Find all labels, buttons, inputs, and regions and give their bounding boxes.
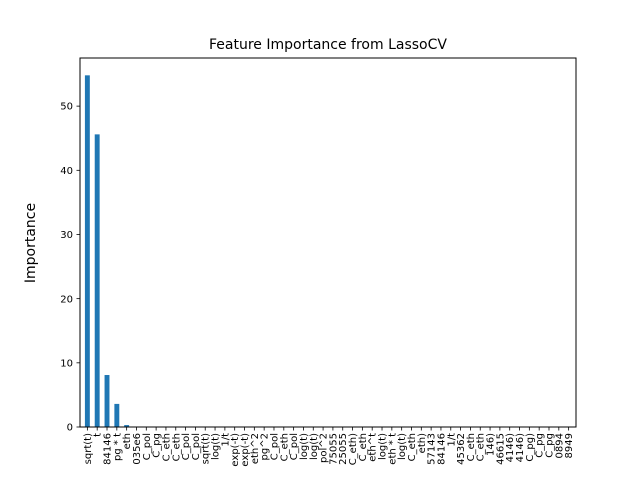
x-tick-label-2: 84146 xyxy=(103,433,114,465)
x-tick-label-35: 57143 xyxy=(427,433,438,465)
x-tick-label-29: eth^t xyxy=(368,433,379,462)
bar-1 xyxy=(94,134,100,427)
x-tick-label-42: 46615 xyxy=(495,433,506,465)
x-tick-label-13: log(t) xyxy=(211,433,222,460)
x-tick-label-37: 1/t xyxy=(446,433,457,447)
x-tick-label-41: 146) xyxy=(486,433,497,456)
x-tick-label-34: eth) xyxy=(417,433,428,453)
x-tick-label-31: eth * t xyxy=(387,433,398,465)
x-tick-label-39: C_eth xyxy=(466,433,477,461)
x-tick-label-47: C_pg xyxy=(544,433,555,458)
x-tick-label-46: C_pg xyxy=(535,433,546,458)
x-tick-label-30: log(t) xyxy=(378,433,389,460)
x-tick-label-18: pg^2 xyxy=(260,433,271,460)
x-tick-label-45: C_pg) xyxy=(525,433,536,462)
x-tick-label-44: 4146) xyxy=(515,433,526,462)
y-tick-label-5: 50 xyxy=(60,102,73,113)
x-tick-label-28: C_eth xyxy=(358,433,369,461)
bars-group xyxy=(84,75,139,427)
x-tick-label-32: log(t) xyxy=(397,433,408,460)
x-tick-label-43: 4146) xyxy=(505,433,516,462)
y-axis-label: Importance xyxy=(23,203,39,283)
x-tick-label-21: C_pol xyxy=(289,433,300,460)
bar-4 xyxy=(124,425,130,427)
x-tick-label-9: C_eth xyxy=(171,433,182,461)
x-tick-label-16: exp(-t) xyxy=(240,433,251,467)
x-tick-label-6: C_pol xyxy=(142,433,153,460)
bar-3 xyxy=(114,403,120,427)
x-tick-label-20: C_eth xyxy=(279,433,290,461)
x-tick-label-27: C_eth) xyxy=(348,433,359,465)
y-tick-label-3: 30 xyxy=(60,230,73,241)
x-tick-label-38: 45362 xyxy=(456,433,467,465)
x-tick-label-49: 8949 xyxy=(564,433,575,458)
x-tick-label-4: eth xyxy=(122,433,133,449)
x-tick-label-7: C_pg xyxy=(152,433,163,458)
x-tick-label-11: C_pol xyxy=(191,433,202,460)
y-tick-label-0: 0 xyxy=(67,423,73,434)
x-tick-label-8: C_eth xyxy=(161,433,172,461)
x-tick-label-12: sqrt(t) xyxy=(201,433,212,464)
x-tick-label-19: C_pol xyxy=(269,433,280,460)
x-tick-label-0: sqrt(t) xyxy=(83,433,94,464)
x-tick-label-36: 84146 xyxy=(436,433,447,465)
x-tick-label-23: log(t) xyxy=(309,433,320,460)
bar-0 xyxy=(84,75,90,427)
x-tick-label-24: pol^2 xyxy=(319,433,330,463)
x-tick-label-10: C_pol xyxy=(181,433,192,460)
x-tick-label-15: exp(-t) xyxy=(230,433,241,467)
x-tick-label-25: 75055 xyxy=(328,433,339,465)
x-tick-label-1: t xyxy=(93,433,104,437)
x-tick-label-40: C_eth xyxy=(476,433,487,461)
bar-2 xyxy=(104,375,110,427)
x-tick-label-33: C_eth xyxy=(407,433,418,461)
x-tick-label-17: eth^2 xyxy=(250,433,261,464)
y-tick-label-1: 10 xyxy=(60,358,73,369)
x-tick-label-14: 1/t xyxy=(220,433,231,447)
y-tick-label-2: 20 xyxy=(60,294,73,305)
x-tick-label-3: pg * t xyxy=(112,433,123,461)
x-tick-label-5: 035e6 xyxy=(132,433,143,465)
x-tick-label-26: 25055 xyxy=(338,433,349,465)
y-axis: 0 10 20 30 40 50 xyxy=(60,102,80,434)
chart-title: Feature Importance from LassoCV xyxy=(209,37,447,53)
x-tick-label-22: log(t) xyxy=(299,433,310,460)
y-tick-label-4: 40 xyxy=(60,166,73,177)
x-tick-label-48: 0894 xyxy=(554,433,565,458)
plot-frame xyxy=(79,57,577,428)
